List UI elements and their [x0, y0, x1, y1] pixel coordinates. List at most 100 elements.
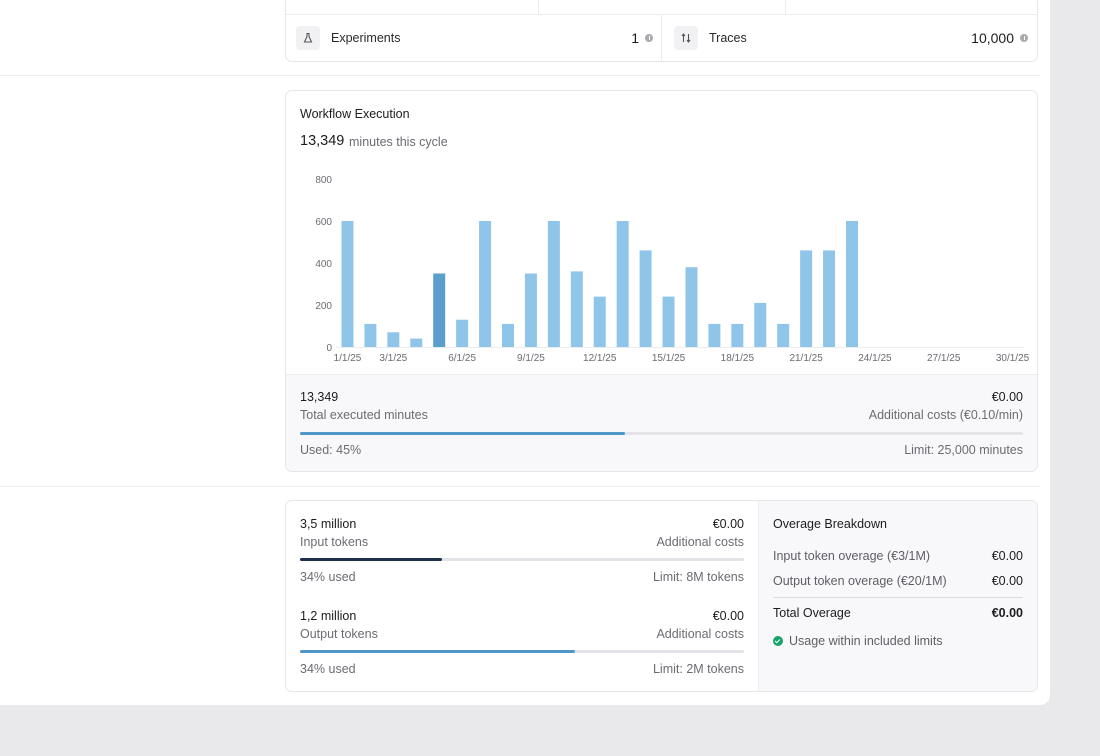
additional-cost-label: Additional costs (€0.10/min) [868, 408, 1023, 422]
x-tick-label: 30/1/25 [996, 353, 1030, 364]
chart-bar[interactable] [364, 323, 377, 347]
used-percent: Used: 45% [300, 443, 362, 457]
executed-minutes-value: 13,349 [300, 390, 339, 404]
input-overage-row: Input token overage (€3/1M) €0.00 [773, 549, 1023, 563]
minutes-caption: minutes this cycle [349, 135, 448, 149]
chart-bar[interactable] [708, 323, 721, 347]
additional-cost-value: €0.00 [991, 390, 1023, 404]
chart-bar[interactable] [387, 332, 400, 347]
output-token-limit: Limit: 2M tokens [652, 662, 744, 676]
x-tick-label: 24/1/25 [858, 353, 892, 364]
card-title: Workflow Execution [300, 107, 410, 121]
x-tick-label: 6/1/25 [448, 353, 476, 364]
input-token-cost-label: Additional costs [656, 535, 744, 549]
info-icon[interactable] [1020, 34, 1028, 42]
chart-bar[interactable] [524, 273, 537, 348]
input-token-label: Input tokens [300, 535, 369, 549]
x-tick-label: 18/1/25 [721, 353, 755, 364]
y-tick-label: 600 [315, 217, 332, 228]
input-token-amount: 3,5 million [300, 517, 357, 531]
minutes-progress-bar [300, 432, 1023, 435]
y-tick-label: 400 [315, 259, 332, 270]
usage-stats-card: Experiments 1 Traces 10,000 [285, 0, 1038, 62]
output-token-progress-bar [300, 650, 744, 653]
output-overage-label: Output token overage (€20/1M) [773, 574, 947, 588]
x-tick-label: 1/1/25 [334, 353, 362, 364]
stats-divider [286, 14, 1037, 15]
output-token-used: 34% used [300, 662, 356, 676]
section-divider [0, 486, 1040, 487]
chart-bar[interactable] [800, 250, 813, 347]
stats-cell-top [539, 0, 786, 15]
x-tick-label: 3/1/25 [379, 353, 407, 364]
stat-traces: Traces 10,000 [674, 15, 1028, 61]
token-usage-list: 3,5 million Input tokens €0.00 Additiona… [286, 501, 758, 691]
total-overage-label: Total Overage [773, 606, 851, 620]
output-overage-value: €0.00 [991, 574, 1023, 588]
chart-bar[interactable] [456, 319, 469, 347]
input-token-used: 34% used [300, 570, 356, 584]
usage-status-text: Usage within included limits [789, 634, 943, 648]
input-overage-label: Input token overage (€3/1M) [773, 549, 931, 563]
main-panel: Experiments 1 Traces 10,000 Workflow Exe… [0, 0, 1050, 705]
token-usage-card: 3,5 million Input tokens €0.00 Additiona… [285, 500, 1038, 692]
x-tick-label: 15/1/25 [652, 353, 686, 364]
y-tick-label: 0 [326, 343, 332, 354]
chart-bar[interactable] [593, 296, 606, 347]
x-tick-label: 21/1/25 [789, 353, 823, 364]
overage-breakdown: Overage Breakdown Input token overage (€… [758, 501, 1037, 691]
chart-bar[interactable] [846, 221, 858, 347]
output-token-cost: €0.00 [712, 609, 744, 623]
flask-icon [296, 26, 320, 50]
chart-bar[interactable] [433, 273, 446, 348]
input-token-progress-bar [300, 558, 744, 561]
y-tick-label: 800 [315, 175, 332, 186]
minutes-limit: Limit: 25,000 minutes [904, 443, 1023, 457]
traces-icon [674, 26, 698, 50]
output-token-progress-fill [300, 650, 576, 653]
workflow-footer: 13,349 Total executed minutes €0.00 Addi… [286, 374, 1037, 471]
minutes-total: 13,349 [300, 133, 345, 149]
chart-bar[interactable] [754, 302, 767, 347]
check-circle-icon [773, 636, 783, 646]
output-token-amount: 1,2 million [300, 609, 357, 623]
stat-value: 1 [631, 30, 639, 46]
chart-bar[interactable] [823, 250, 836, 347]
output-overage-row: Output token overage (€20/1M) €0.00 [773, 574, 1023, 588]
stat-label: Traces [709, 31, 747, 45]
minutes-progress-fill [300, 432, 626, 435]
overage-divider [773, 597, 1023, 598]
chart-bar[interactable] [341, 221, 354, 347]
chart-bar[interactable] [410, 338, 423, 347]
section-divider [0, 75, 1040, 76]
x-tick-label: 12/1/25 [583, 353, 617, 364]
info-icon[interactable] [645, 34, 653, 42]
usage-status: Usage within included limits [773, 634, 943, 648]
chart-bar[interactable] [639, 250, 652, 347]
y-tick-label: 200 [315, 301, 332, 312]
workflow-bar-chart: 0 200 400 600 800 1/1/25 3/1/25 6/1/25 9/1/25 12/… [315, 175, 1030, 364]
stat-label: Experiments [331, 31, 401, 45]
executed-minutes-label: Total executed minutes [300, 408, 428, 422]
chart-bar[interactable] [502, 323, 514, 347]
chart-bar[interactable] [616, 221, 629, 347]
stat-experiments: Experiments 1 [296, 15, 662, 61]
stat-value: 10,000 [971, 30, 1014, 46]
x-tick-label: 27/1/25 [927, 353, 961, 364]
chart-bar[interactable] [479, 221, 492, 347]
chart-bar[interactable] [662, 296, 675, 347]
input-overage-value: €0.00 [991, 549, 1023, 563]
chart-bar[interactable] [570, 271, 583, 347]
workflow-execution-card: Workflow Execution 13,349 minutes this c… [285, 90, 1038, 472]
chart-bar[interactable] [777, 323, 790, 347]
input-token-limit: Limit: 8M tokens [652, 570, 744, 584]
input-token-progress-fill [300, 558, 443, 561]
output-token-label: Output tokens [300, 627, 378, 641]
x-tick-label: 9/1/25 [517, 353, 545, 364]
input-token-cost: €0.00 [712, 517, 744, 531]
chart-bar[interactable] [547, 221, 560, 347]
chart-bar[interactable] [731, 323, 744, 347]
stats-cell-top [286, 0, 539, 15]
total-overage-row: Total Overage €0.00 [773, 606, 1023, 620]
chart-bar[interactable] [685, 267, 698, 347]
